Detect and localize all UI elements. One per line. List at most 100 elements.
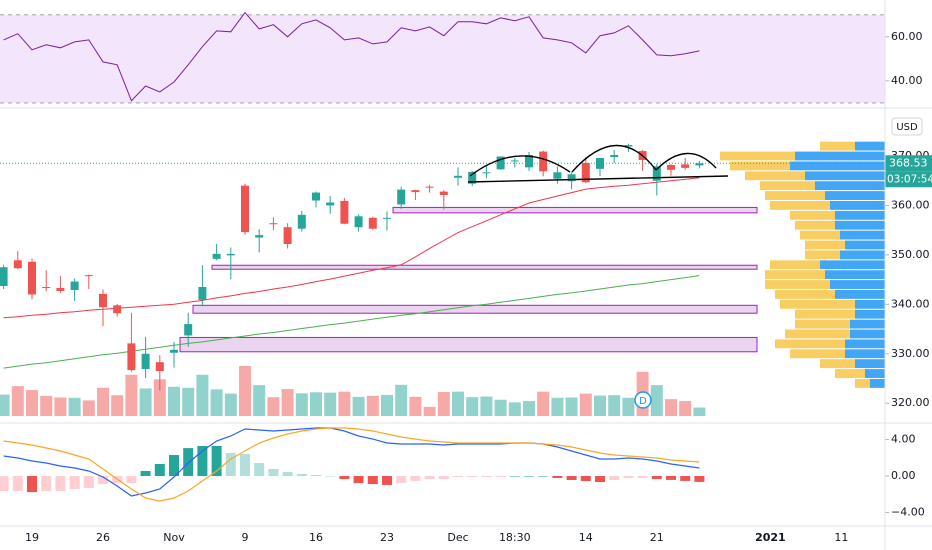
- x-tick-label: 21: [650, 531, 664, 544]
- y-tick-label: 330.00: [891, 347, 930, 360]
- dividend-label[interactable]: D: [639, 396, 647, 407]
- y-tick-label: 340.00: [891, 297, 930, 310]
- rsi-line: [3, 11, 700, 102]
- volume-bar: [295, 393, 308, 416]
- volume-bar: [153, 379, 166, 416]
- volume-bar: [608, 395, 621, 416]
- macd-histogram-bar: [410, 476, 421, 481]
- pattern-arc: [469, 155, 571, 177]
- volume-profile-up: [845, 349, 885, 359]
- candle-body: [340, 200, 349, 224]
- macd-histogram-bar: [453, 476, 463, 478]
- candle-body: [141, 353, 150, 370]
- macd-histogram-bar: [154, 463, 165, 477]
- rsi-band: [0, 14, 885, 103]
- x-tick-label: Dec: [447, 531, 468, 544]
- volume-bar: [267, 397, 280, 416]
- panes: 19 26 Nov 9 16 23 Dec 18:30 14 21 2021 11 320.00 330.…: [0, 11, 932, 544]
- y-tick-label: 320.00: [891, 396, 930, 409]
- volume-profile-up: [870, 378, 885, 388]
- volume-bar: [338, 391, 351, 416]
- candle-body: [567, 174, 576, 182]
- candle-body: [255, 235, 264, 238]
- x-tick-label: 23: [380, 531, 394, 544]
- candle-body: [99, 293, 107, 308]
- volume-bar: [381, 394, 393, 416]
- currency-box[interactable]: USD: [891, 117, 923, 136]
- volume-profile-up: [855, 299, 885, 309]
- candle-body: [354, 216, 363, 228]
- macd-histogram-bar: [211, 445, 222, 477]
- volume-bar: [210, 389, 223, 416]
- volume-bar: [324, 392, 337, 416]
- candle-body: [198, 287, 207, 300]
- macd-histogram-bar: [41, 476, 52, 492]
- macd-histogram-bar: [651, 476, 662, 480]
- candle-body: [383, 217, 391, 219]
- volume-bar: [366, 395, 379, 416]
- macd-histogram-bar: [183, 448, 194, 477]
- price-zone: [392, 206, 758, 214]
- candle-body: [439, 191, 448, 196]
- x-tick-label: Nov: [163, 531, 185, 544]
- macd-histogram-bar: [438, 476, 449, 480]
- pattern-annotation: [467, 144, 729, 183]
- candle-body: [539, 151, 548, 172]
- currency-frame[interactable]: [891, 117, 923, 136]
- dividend-circle[interactable]: [634, 391, 652, 409]
- volume-bar: [196, 374, 209, 416]
- x-tick-label: 26: [96, 531, 110, 544]
- volume-bar: [239, 366, 251, 416]
- volume-profile-down: [760, 181, 815, 191]
- volume-profile-down: [820, 359, 855, 369]
- candle-body: [482, 172, 491, 174]
- volume-profile-up: [790, 161, 885, 171]
- volume-profile-up: [820, 260, 885, 270]
- candle-body: [496, 156, 505, 170]
- macd-histogram-bar: [98, 476, 108, 485]
- volume-profile-down: [770, 200, 830, 210]
- volume-bar: [125, 374, 138, 416]
- candle-body: [667, 164, 675, 170]
- volume-profile-up: [850, 329, 885, 339]
- x-tick-label: 11: [834, 531, 848, 544]
- macd-histogram-bar: [55, 476, 66, 491]
- volume-profile-down: [805, 250, 840, 260]
- macd-line: [3, 427, 700, 497]
- countdown-badge: [885, 171, 932, 188]
- candle-body: [610, 155, 619, 157]
- y-tick-label: 0.00: [891, 469, 916, 482]
- volume-bar: [551, 397, 564, 416]
- volume-profile-down: [775, 289, 835, 299]
- macd-histogram-bar: [353, 476, 364, 484]
- volume-bar: [168, 386, 180, 416]
- volume-profile-up: [855, 359, 885, 369]
- candle-body: [226, 253, 235, 256]
- volume-profile-down: [775, 339, 845, 349]
- candle-body: [241, 185, 249, 233]
- volume-bar: [224, 393, 237, 416]
- macd-histogram-bar: [552, 476, 563, 479]
- volume-bar: [523, 401, 535, 416]
- volume-profile-down: [795, 220, 835, 230]
- volume-bar: [310, 392, 322, 416]
- candle-body: [297, 214, 306, 229]
- candle-body: [155, 362, 164, 372]
- macd-histogram-bar: [268, 468, 279, 477]
- macd-histogram-bar: [69, 476, 80, 489]
- countdown-label: 03:07:54: [887, 173, 932, 185]
- dividend-marker[interactable]: D: [634, 391, 652, 409]
- candle-body: [454, 175, 462, 178]
- candle-body: [510, 160, 519, 162]
- volume-bar: [466, 397, 479, 416]
- candle-body: [56, 288, 65, 291]
- macd-histogram-bar: [339, 476, 350, 480]
- volume-profile-down: [790, 210, 835, 220]
- candle-body: [581, 162, 590, 183]
- macd-histogram-bar: [396, 476, 407, 483]
- macd-histogram-bar: [367, 476, 378, 485]
- pattern-arc: [655, 152, 717, 171]
- neckline: [467, 175, 729, 183]
- candle-body: [695, 163, 704, 166]
- currency-label[interactable]: USD: [896, 122, 918, 133]
